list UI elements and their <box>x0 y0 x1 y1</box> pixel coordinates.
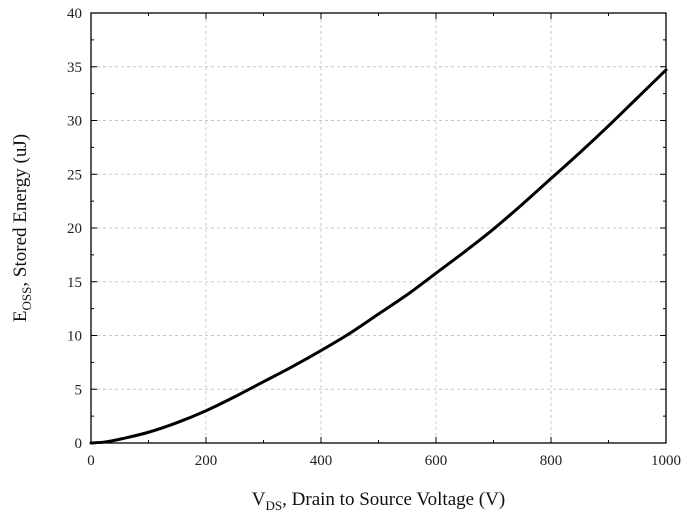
x-axis-title-rest: , Drain to Source Voltage (V) <box>282 489 505 510</box>
y-tick-label: 20 <box>67 221 82 237</box>
y-tick-label: 40 <box>67 6 82 22</box>
y-tick-label: 25 <box>67 167 82 183</box>
y-tick-labels: 0 5 10 15 20 25 30 35 40 <box>67 6 82 452</box>
series-line <box>89 68 668 445</box>
x-axis-title-main: V <box>252 489 266 510</box>
y-axis-title-rest: , Stored Energy (uJ) <box>10 134 31 287</box>
plot-frame <box>90 12 667 444</box>
y-tick-label: 10 <box>67 329 82 345</box>
series-layer <box>89 68 668 445</box>
x-tick-label: 200 <box>195 453 218 469</box>
x-tick-label: 800 <box>540 453 563 469</box>
y-tick-label: 35 <box>67 60 82 76</box>
x-tick-labels: 0 200 400 600 800 1000 <box>87 453 681 469</box>
x-axis-title: VDS, Drain to Source Voltage (V) <box>252 489 505 513</box>
y-axis-title: EOSS, Stored Energy (uJ) <box>10 134 34 322</box>
x-tick-label: 0 <box>87 453 95 469</box>
y-axis-title-main: E <box>10 310 31 322</box>
y-tick-label: 0 <box>75 436 83 452</box>
grid-lines <box>91 13 666 443</box>
y-tick-label: 5 <box>75 382 83 398</box>
x-axis-title-subscript: DS <box>266 498 283 513</box>
y-tick-label: 15 <box>67 275 82 291</box>
y-axis-title-subscript: OSS <box>19 287 34 311</box>
x-tick-label: 1000 <box>651 453 681 469</box>
x-tick-label: 600 <box>425 453 448 469</box>
y-tick-label: 30 <box>67 114 82 130</box>
x-tick-label: 400 <box>310 453 333 469</box>
